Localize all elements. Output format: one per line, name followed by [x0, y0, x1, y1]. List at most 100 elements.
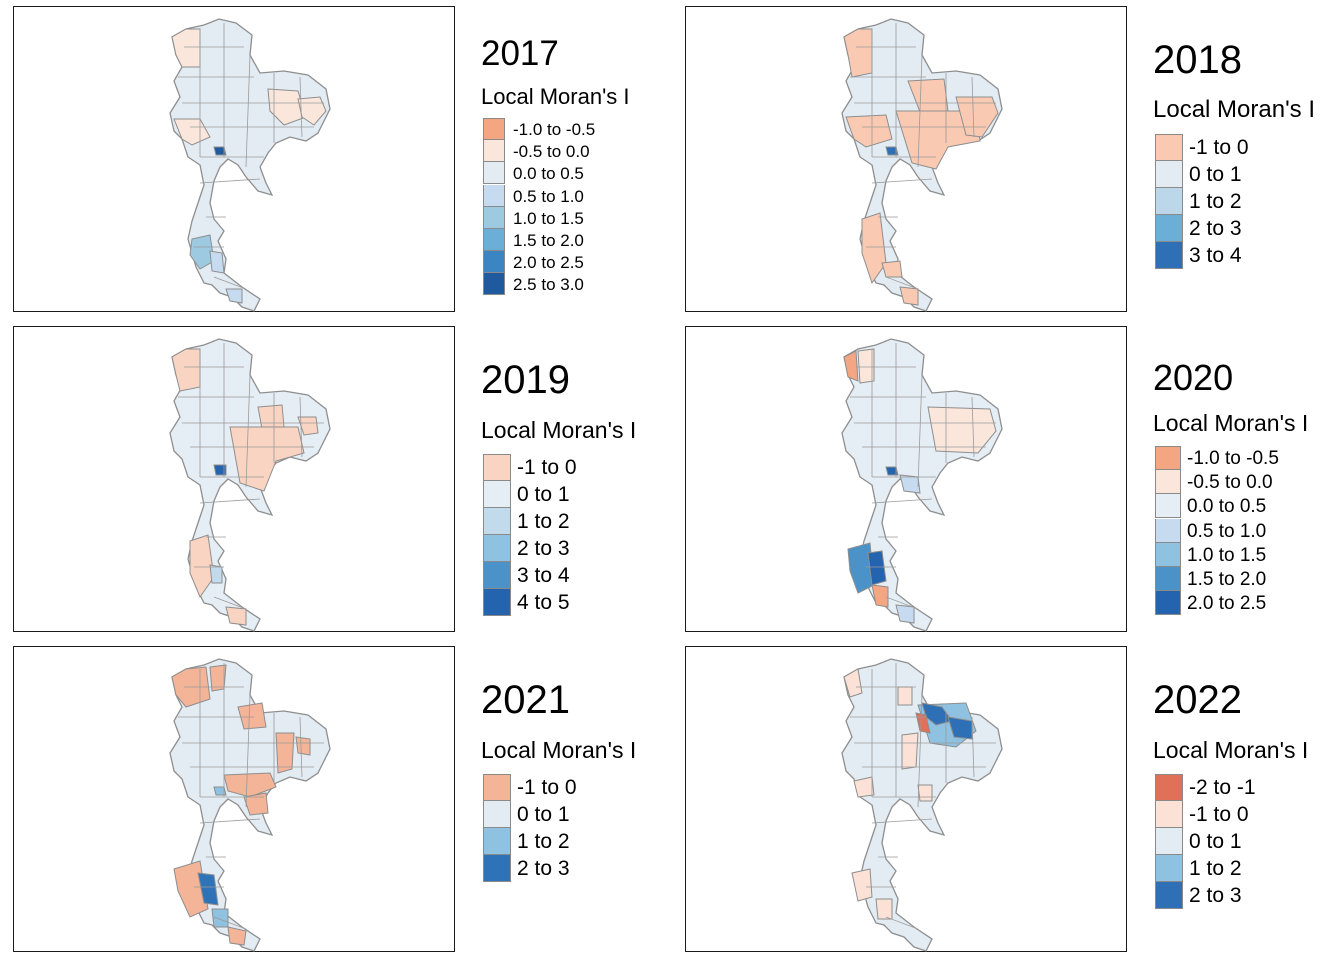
legend-label: 2.5 to 3.0: [513, 275, 584, 295]
region-east: [917, 784, 933, 802]
region-north-west: [171, 348, 201, 392]
region-north: [857, 348, 875, 384]
legend-swatch: [483, 508, 511, 535]
region-bangkok: [213, 786, 227, 796]
legend-swatch: [1155, 161, 1183, 188]
legend-year: 2020: [1153, 357, 1234, 398]
legend-label: 2 to 3: [1189, 217, 1242, 240]
legend-label: 1 to 2: [1189, 857, 1242, 880]
legend-label: 3 to 4: [517, 564, 570, 587]
region-bangkok: [885, 146, 899, 156]
legend-label: -2 to -1: [1189, 776, 1256, 799]
thailand-choropleth: [841, 338, 1003, 632]
region-south-west: [847, 542, 875, 594]
legend-label: 1.0 to 1.5: [513, 208, 584, 228]
region-north: [897, 686, 913, 706]
region-south-core: [867, 550, 887, 586]
map-frame: [685, 646, 1127, 952]
legend-swatch: [1155, 188, 1183, 215]
legend-label: 2.0 to 2.5: [513, 253, 584, 273]
map-frame: [685, 326, 1127, 632]
legend-title: Local Moran's I: [481, 737, 637, 763]
region-north-west: [843, 668, 863, 698]
legend-swatch: [483, 774, 511, 801]
legend-swatch: [483, 118, 505, 140]
legend-swatch: [1155, 518, 1181, 543]
legend-swatch: [483, 251, 505, 274]
legend-swatch: [1155, 470, 1181, 495]
legend-label: 3 to 4: [1189, 244, 1242, 267]
region-south-west: [189, 534, 215, 599]
region-north-east: [257, 404, 285, 430]
region-south: [209, 564, 223, 584]
legend-label: 0.5 to 1.0: [1187, 520, 1267, 542]
legend-label: -0.5 to 0.0: [1187, 472, 1273, 494]
legend-swatch: [1155, 542, 1181, 567]
legend-label: -1 to 0: [517, 456, 577, 479]
thailand-choropleth: [169, 338, 331, 632]
legend-label: 1.0 to 1.5: [1187, 544, 1267, 566]
region-far-east: [297, 416, 319, 436]
legend-title: Local Moran's I: [481, 417, 637, 443]
region-south-west: [861, 212, 887, 285]
region-central-east: [223, 772, 277, 798]
legend-swatch: [483, 481, 511, 508]
legend-label: 0 to 1: [1189, 163, 1242, 186]
region-central: [853, 776, 875, 798]
legend-year: 2019: [481, 358, 570, 402]
region-south-east: [209, 250, 225, 274]
legend-label: -1 to 0: [1189, 136, 1249, 159]
legend-swatch: [483, 562, 511, 589]
legend-swatch: [483, 535, 511, 562]
legend-label: 2 to 3: [517, 857, 570, 880]
legend-label: 0 to 1: [517, 803, 570, 826]
region-far-south: [227, 926, 247, 946]
map-frame: [13, 646, 455, 952]
region-east: [899, 474, 921, 494]
region-south: [881, 260, 903, 278]
legend-swatch: [483, 801, 511, 828]
legend-title: Local Moran's I: [481, 84, 630, 109]
map-frame: [13, 326, 455, 632]
legend-swatch: [483, 828, 511, 855]
legend-label: 1 to 2: [517, 830, 570, 853]
region-central-west: [901, 732, 919, 770]
legend-swatch: [483, 273, 505, 296]
thailand-choropleth: [841, 18, 1003, 312]
legend-label: 2.0 to 2.5: [1187, 593, 1267, 615]
legend-label: -0.5 to 0.0: [513, 142, 590, 162]
region-bangkok: [213, 464, 227, 476]
region-north-east-hot-2: [947, 716, 973, 740]
region-far-south: [225, 606, 247, 626]
legend-label: -1 to 0: [1189, 803, 1249, 826]
thailand-choropleth: [841, 658, 1003, 952]
map-frame: [13, 6, 455, 312]
legend-year: 2022: [1153, 678, 1242, 722]
legend-year: 2021: [481, 678, 570, 722]
legend-label: 0.0 to 0.5: [513, 164, 584, 184]
legend-label: 1 to 2: [1189, 190, 1242, 213]
map-frame: [685, 6, 1127, 312]
legend-swatch: [483, 228, 505, 251]
thailand-choropleth: [169, 18, 331, 312]
legend-swatch: [483, 206, 505, 229]
region-south-east: [871, 584, 889, 608]
legend-label: 1.5 to 2.0: [513, 230, 584, 250]
legend-title: Local Moran's I: [1153, 96, 1315, 123]
legend-title: Local Moran's I: [1153, 410, 1309, 436]
legend-label: 0.5 to 1.0: [513, 186, 584, 206]
legend-swatch: [1155, 855, 1183, 882]
legend-swatch: [1155, 566, 1181, 591]
region-central-west: [173, 118, 211, 146]
region-bangkok: [213, 146, 227, 156]
region-bangkok: [885, 466, 899, 476]
region-south-west: [851, 868, 873, 902]
legend-label: -1.0 to -0.5: [1187, 448, 1279, 469]
legend-label: 4 to 5: [517, 591, 570, 614]
region-west-central: [845, 114, 893, 148]
legend-swatch: [1155, 446, 1181, 470]
legend-swatch: [483, 855, 511, 882]
legend-title: Local Moran's I: [1153, 737, 1309, 763]
region-east-large: [229, 426, 305, 492]
legend-label: 1 to 2: [517, 510, 570, 533]
